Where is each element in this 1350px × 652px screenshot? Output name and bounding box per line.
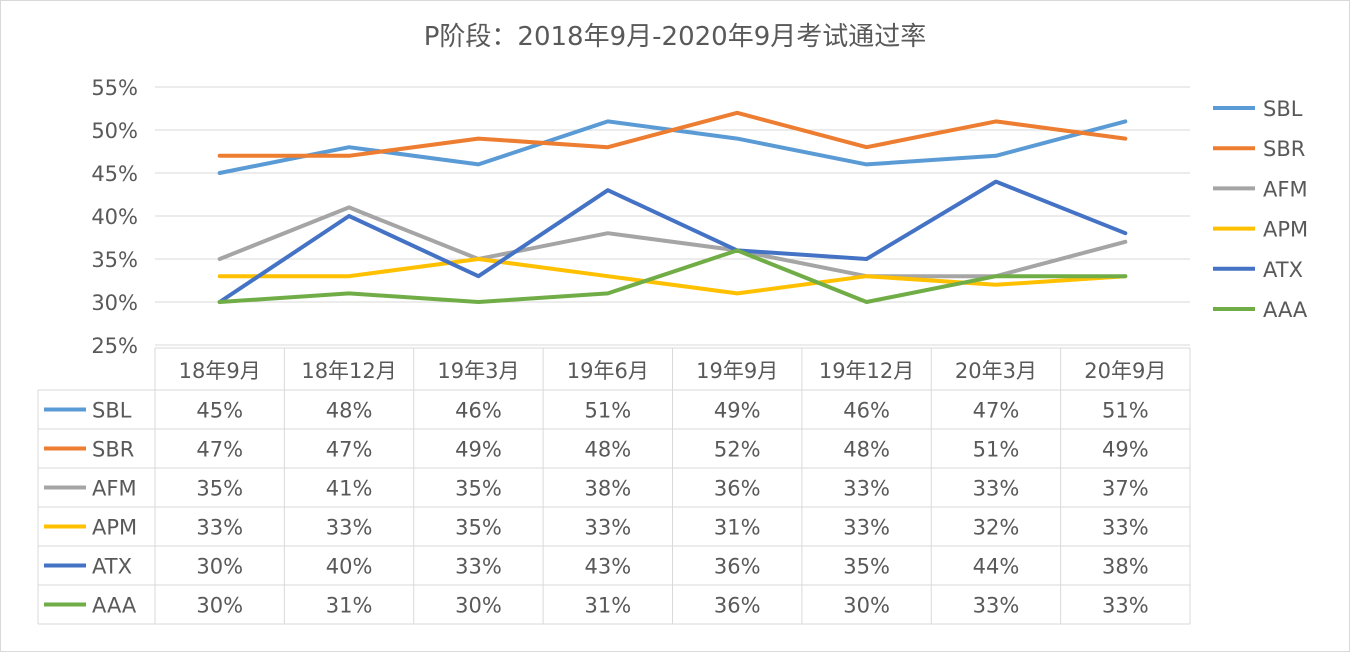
table-cell-value: 49% [714,399,761,423]
y-tick-label: 35% [91,248,138,272]
table-cell-value: 38% [584,477,631,501]
series-line-afm [217,205,1128,279]
y-tick-label: 55% [91,76,138,100]
y-tick-label: 40% [91,205,138,229]
table-cell-value: 49% [1102,438,1149,462]
y-tick-label: 30% [91,291,138,315]
x-category-label: 20年3月 [955,359,1037,383]
table-cell-value: 31% [584,594,631,618]
table-cell-value: 47% [196,438,243,462]
x-category-label: 20年9月 [1084,359,1166,383]
table-cell-value: 48% [843,438,890,462]
table-cell-value: 52% [714,438,761,462]
table-cell-value: 48% [326,399,373,423]
x-category-label: 19年9月 [696,359,778,383]
table-cell-value: 36% [714,594,761,618]
table-series-label: APM [92,516,137,540]
table-cell-value: 51% [584,399,631,423]
table-cell-value: 35% [455,516,502,540]
table-cell-value: 33% [973,477,1020,501]
table-cell-value: 30% [196,594,243,618]
table-series-label: SBL [92,399,132,423]
legend-label: APM [1263,218,1308,242]
series-line-aaa [217,248,1128,304]
table-cell-value: 47% [326,438,373,462]
x-category-label: 19年3月 [437,359,519,383]
table-cell-value: 33% [843,516,890,540]
table-cell-value: 51% [973,438,1020,462]
series-line-sbr [217,110,1128,158]
table-cell-value: 33% [584,516,631,540]
y-tick-label: 25% [91,334,138,358]
table-cell-value: 31% [714,516,761,540]
series-line-apm [217,257,1128,296]
table-cell-value: 40% [326,555,373,579]
table-series-label: AFM [92,477,137,501]
table-cell-value: 37% [1102,477,1149,501]
table-cell-value: 38% [1102,555,1149,579]
table-cell-value: 47% [973,399,1020,423]
table-cell-value: 43% [584,555,631,579]
table-cell-value: 46% [455,399,502,423]
table-series-label: AAA [92,594,137,618]
table-cell-value: 33% [1102,516,1149,540]
legend-label: AAA [1263,298,1308,322]
table-cell-value: 51% [1102,399,1149,423]
series-line-atx [217,179,1128,304]
table-cell-value: 35% [455,477,502,501]
table-cell-value: 49% [455,438,502,462]
table-cell-value: 36% [714,555,761,579]
x-category-label: 18年12月 [301,359,396,383]
legend-label: SBL [1263,97,1303,121]
table-cell-value: 33% [326,516,373,540]
table-cell-value: 33% [455,555,502,579]
y-tick-label: 50% [91,119,138,143]
table-cell-value: 35% [196,477,243,501]
table-cell-value: 33% [196,516,243,540]
chart-title: P阶段：2018年9月-2020年9月考试通过率 [424,22,926,52]
table-series-label: SBR [92,438,134,462]
table-cell-value: 33% [973,594,1020,618]
table-cell-value: 30% [843,594,890,618]
y-tick-label: 45% [91,162,138,186]
table-cell-value: 30% [196,555,243,579]
table-cell-value: 48% [584,438,631,462]
x-category-label: 19年12月 [819,359,914,383]
table-cell-value: 33% [843,477,890,501]
table-cell-value: 36% [714,477,761,501]
x-category-label: 18年9月 [179,359,261,383]
table-cell-value: 31% [326,594,373,618]
table-cell-value: 32% [973,516,1020,540]
table-cell-value: 45% [196,399,243,423]
table-cell-value: 35% [843,555,890,579]
legend-label: AFM [1263,177,1308,201]
legend-label: SBR [1263,137,1305,161]
x-category-label: 19年6月 [567,359,649,383]
legend-label: ATX [1263,258,1303,282]
table-cell-value: 30% [455,594,502,618]
table-series-label: ATX [92,555,132,579]
table-cell-value: 33% [1102,594,1149,618]
table-cell-value: 46% [843,399,890,423]
table-cell-value: 44% [973,555,1020,579]
table-cell-value: 41% [326,477,373,501]
